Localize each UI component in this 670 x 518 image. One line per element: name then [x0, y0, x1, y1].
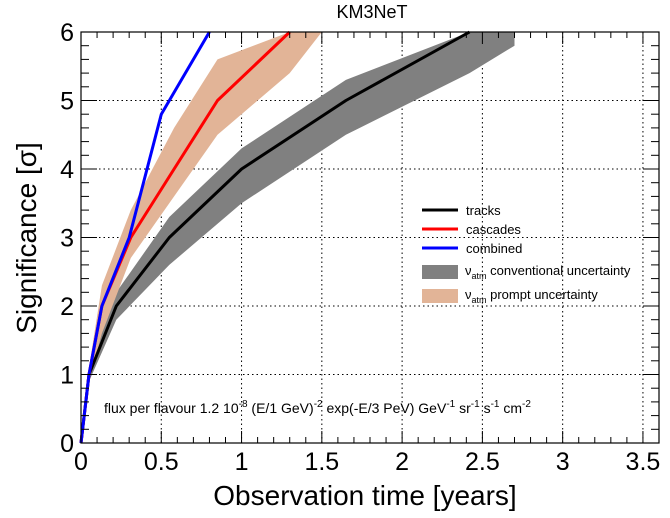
y-tick-label: 4 — [60, 156, 74, 184]
tick-labels: 0 0.5 1 1.5 2 2.5 3 3.5 0 1 2 3 4 5 6 — [60, 19, 660, 476]
legend-label-combined: combined — [466, 241, 522, 256]
y-tick-label: 6 — [60, 19, 74, 47]
x-tick-label: 3 — [556, 448, 570, 476]
x-tick-label: 0.5 — [144, 448, 179, 476]
x-tick-label: 0 — [74, 448, 88, 476]
axis-ticks — [80, 31, 660, 444]
x-tick-label: 2.5 — [465, 448, 500, 476]
legend-label-prompt-uncertainty: νatm prompt uncertainty — [465, 287, 598, 305]
legend-swatch-prompt-uncertainty — [422, 289, 458, 303]
series-line-combined — [79, 31, 211, 444]
x-tick-label: 1.5 — [304, 448, 339, 476]
x-axis-title: Observation time [years] — [213, 480, 516, 511]
x-tick-label: 2 — [395, 448, 409, 476]
y-tick-label: 0 — [60, 430, 74, 458]
legend-label-tracks: tracks — [466, 203, 501, 218]
y-axis-title: Significance [σ] — [11, 142, 42, 334]
y-tick-label: 3 — [60, 225, 74, 253]
legend: tracks cascades combined νatm conventional … — [422, 203, 631, 305]
flux-annotation: flux per flavour 1.2 10-8 (E/1 GeV)-2 ex… — [104, 399, 531, 416]
y-tick-label: 2 — [60, 293, 74, 321]
y-tick-label: 1 — [60, 362, 74, 390]
legend-label-conventional-uncertainty: νatm conventional uncertainty — [465, 263, 631, 281]
x-tick-label: 1 — [235, 448, 249, 476]
y-tick-label: 5 — [60, 88, 74, 116]
legend-label-cascades: cascades — [466, 222, 521, 237]
chart-title: KM3NeT — [336, 2, 407, 22]
x-tick-label: 3.5 — [626, 448, 661, 476]
legend-swatch-conventional-uncertainty — [422, 265, 458, 279]
